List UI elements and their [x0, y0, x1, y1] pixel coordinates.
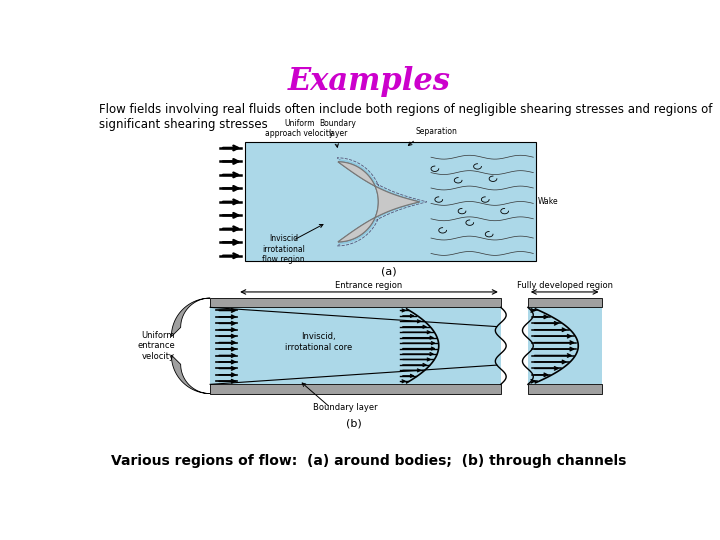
- Bar: [210, 298, 500, 307]
- Text: Uniform
entrance
velocity: Uniform entrance velocity: [138, 331, 175, 361]
- Text: Separation: Separation: [415, 127, 457, 137]
- Bar: [528, 298, 601, 307]
- Text: Inviscid,
irrotational core: Inviscid, irrotational core: [285, 332, 352, 352]
- Text: Flow fields involving real fluids often include both regions of negligible shear: Flow fields involving real fluids often …: [99, 103, 713, 131]
- Bar: [245, 142, 536, 261]
- Text: (a): (a): [381, 267, 396, 276]
- Polygon shape: [171, 355, 210, 394]
- Text: Boundary
layer: Boundary layer: [320, 119, 356, 138]
- Polygon shape: [338, 159, 424, 244]
- Bar: [528, 307, 601, 384]
- Text: Examples: Examples: [287, 66, 451, 97]
- Text: Various regions of flow:  (a) around bodies;  (b) through channels: Various regions of flow: (a) around bodi…: [112, 454, 626, 468]
- Text: Entrance region: Entrance region: [336, 281, 402, 291]
- Bar: [528, 384, 601, 394]
- Text: Fully developed region: Fully developed region: [517, 281, 613, 291]
- Bar: [210, 384, 500, 394]
- Text: Uniform
approach velocity: Uniform approach velocity: [265, 119, 333, 138]
- Polygon shape: [338, 162, 419, 242]
- Text: (b): (b): [346, 419, 361, 429]
- Bar: [210, 307, 500, 384]
- Text: Boundary layer: Boundary layer: [313, 403, 378, 412]
- Text: Wake: Wake: [538, 197, 559, 206]
- Text: Inviscid
irrotational
flow region: Inviscid irrotational flow region: [262, 234, 305, 264]
- Polygon shape: [338, 162, 419, 242]
- Polygon shape: [171, 298, 210, 336]
